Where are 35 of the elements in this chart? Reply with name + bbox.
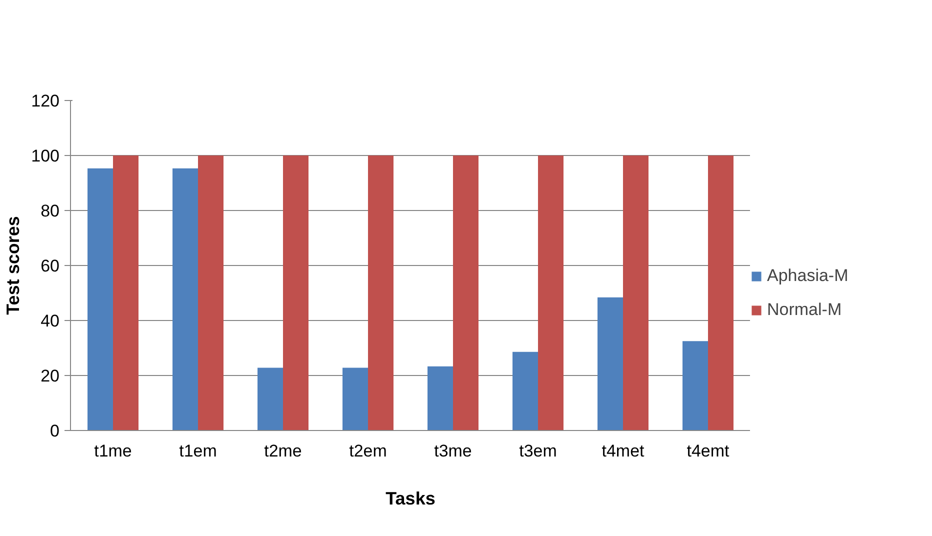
- x-tick-label: t1em: [179, 442, 217, 460]
- bar: [538, 156, 564, 430]
- bar: [623, 156, 648, 430]
- y-tick-label: 20: [40, 366, 60, 386]
- y-tick-label: 60: [40, 256, 60, 276]
- bar: [172, 168, 198, 430]
- bar: [682, 341, 708, 430]
- x-tick-label: t3em: [519, 442, 557, 460]
- x-axis-title: Tasks: [386, 488, 436, 508]
- bar: [198, 156, 224, 430]
- x-tick-label: t2me: [264, 442, 302, 460]
- legend-label: Aphasia-M: [767, 266, 848, 286]
- bar: [342, 368, 368, 430]
- x-tick-label: t2em: [349, 442, 387, 460]
- bar: [453, 156, 478, 430]
- x-tick-label: t3me: [434, 442, 472, 460]
- bar: [598, 297, 623, 430]
- bar: [428, 366, 453, 430]
- x-tick-label: t4emt: [686, 442, 730, 460]
- x-tick-label: t4met: [602, 442, 645, 460]
- x-tick-label: t1me: [94, 442, 132, 460]
- legend-label: Normal-M: [767, 300, 842, 320]
- y-tick-label: 40: [40, 312, 60, 330]
- bar: [113, 156, 138, 430]
- bar: [708, 156, 734, 430]
- bar: [88, 168, 113, 430]
- y-axis-title: Test scores: [3, 216, 24, 315]
- y-tick-label: 80: [40, 202, 60, 220]
- bar: [512, 352, 538, 430]
- bar: [283, 156, 308, 430]
- y-tick-label: 0: [50, 422, 60, 440]
- y-tick-label: 100: [31, 146, 60, 166]
- bar: [258, 368, 283, 430]
- y-tick-label: 120: [31, 92, 60, 110]
- bar: [368, 156, 394, 430]
